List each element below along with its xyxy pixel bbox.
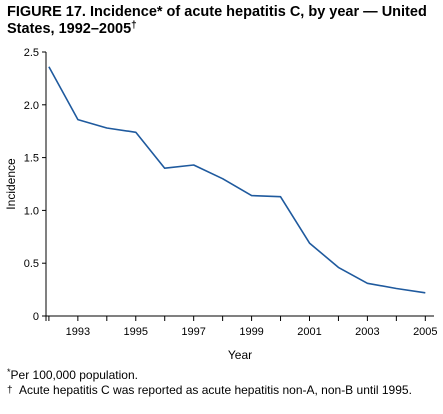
y-tick-label: 2.5 — [24, 47, 39, 59]
chart-title-text: FIGURE 17. Incidence* of acute hepatitis… — [7, 4, 427, 37]
x-tick-label: 2005 — [413, 326, 437, 338]
x-tick-label: 2001 — [297, 326, 321, 338]
footnote-population-text: Per 100,000 population. — [10, 368, 138, 382]
y-axis-ticks: 0 0.5 1.0 1.5 2.0 2.5 — [24, 47, 46, 323]
x-tick-label: 1993 — [66, 326, 90, 338]
footnote-reporting-mark: † — [7, 385, 13, 396]
x-tick-label: 2003 — [355, 326, 379, 338]
y-axis-label: Incidence — [4, 158, 18, 210]
y-tick-label: 1.5 — [24, 153, 39, 165]
x-tick-label: 1995 — [124, 326, 148, 338]
y-tick-label: 1.0 — [24, 205, 39, 217]
footnote-reporting-text: Acute hepatitis C was reported as acute … — [19, 383, 412, 397]
x-tick-label: 1997 — [181, 326, 205, 338]
series-group — [48, 66, 426, 294]
footnote-population: *Per 100,000 population. — [7, 367, 138, 382]
y-tick-label: 0 — [33, 311, 39, 323]
footnote-population-mark: * — [7, 367, 11, 377]
footnote-reporting: † Acute hepatitis C was reported as acute… — [7, 384, 437, 397]
chart-title-footnote-mark: † — [131, 20, 137, 31]
x-axis-ticks: 1993 1995 1997 1999 2001 2003 2005 — [48, 316, 438, 338]
x-axis-label: Year — [228, 348, 252, 362]
x-tick-label: 1999 — [239, 326, 263, 338]
y-tick-label: 0.5 — [24, 258, 39, 270]
y-tick-label: 2.0 — [24, 100, 39, 112]
series-line — [48, 66, 426, 294]
chart-title: FIGURE 17. Incidence* of acute hepatitis… — [7, 4, 439, 38]
